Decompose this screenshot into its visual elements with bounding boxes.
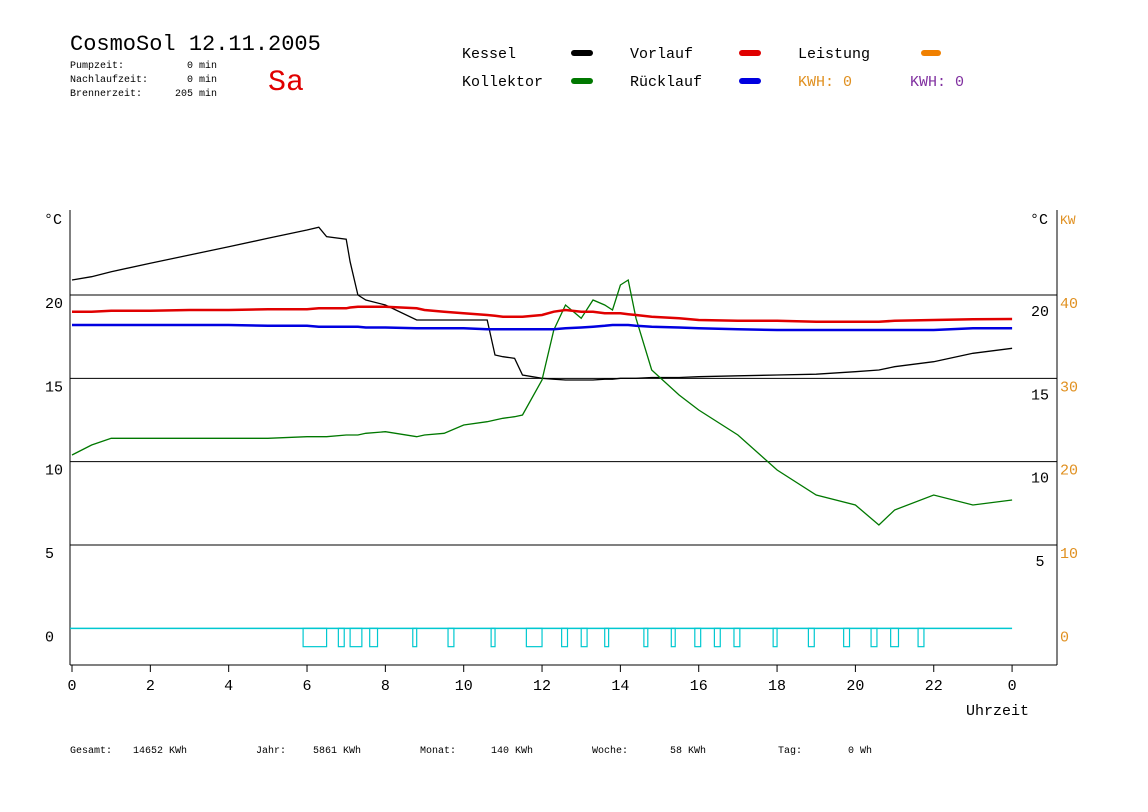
pump-pulse xyxy=(447,627,455,648)
day: Sa xyxy=(268,66,304,100)
y-tick-label: 20 xyxy=(45,296,63,313)
kwh-label: KWH: 0 xyxy=(798,74,852,91)
pump-pulse xyxy=(843,627,851,648)
footer-label: Tag: xyxy=(778,746,802,757)
stat-label: Nachlaufzeit: xyxy=(70,74,148,86)
y2-tick-label: 20 xyxy=(1060,463,1078,480)
footer-value: 5861 KWh xyxy=(313,745,361,757)
title: CosmoSol 12.11.2005 xyxy=(70,32,321,57)
y2-tick-label: 0 xyxy=(1060,629,1069,646)
pump-pulse xyxy=(713,627,721,648)
pump-pulse xyxy=(694,627,702,648)
y-tick-label-right: 20 xyxy=(1031,304,1049,321)
pump-pulse xyxy=(807,627,815,648)
legend-label: Kollektor xyxy=(462,74,543,91)
pump-pulse xyxy=(643,627,649,648)
y-tick-label-right: 15 xyxy=(1031,387,1049,404)
footer-value: 14652 KWh xyxy=(133,745,187,757)
pump-pulse xyxy=(604,627,610,648)
x-tick-label: 0 xyxy=(1008,678,1017,695)
x-tick-label: 20 xyxy=(846,678,864,695)
pump-pulse xyxy=(337,627,345,648)
kwh-label: KWH: 0 xyxy=(910,74,964,91)
x-tick-label: 22 xyxy=(925,678,943,695)
y2-tick-label: 10 xyxy=(1060,546,1078,563)
series-line xyxy=(72,323,1013,332)
y-axis-label-right: °C xyxy=(1030,212,1048,229)
y-axis-label: °C xyxy=(44,212,62,229)
pump-pulse xyxy=(369,627,379,648)
x-tick-label: 16 xyxy=(690,678,708,695)
y-tick-label: 15 xyxy=(45,379,63,396)
series-line xyxy=(71,278,1013,526)
footer-value: 140 KWh xyxy=(491,745,533,757)
pump-pulse xyxy=(733,627,741,648)
x-tick-label: 0 xyxy=(67,678,76,695)
pump-pulse xyxy=(302,627,328,648)
footer-label: Jahr: xyxy=(256,745,286,757)
series-line xyxy=(72,305,1013,323)
stat-value: 0 min xyxy=(187,60,217,72)
footer-label: Monat: xyxy=(420,746,456,757)
x-axis-label: Uhrzeit xyxy=(966,703,1029,720)
legend-label: Vorlauf xyxy=(630,46,693,63)
stat-value: 0 min xyxy=(187,74,217,86)
footer-label: Woche: xyxy=(592,745,628,757)
y-tick-label: 10 xyxy=(45,463,63,480)
y-tick-label: 5 xyxy=(45,546,54,563)
pump-pulse xyxy=(870,627,878,648)
y2-tick-label: 40 xyxy=(1060,296,1078,313)
y2-axis-label: KW xyxy=(1060,213,1076,228)
footer-label: Gesamt: xyxy=(70,746,112,757)
pump-pulse xyxy=(670,627,676,648)
pump-pulse xyxy=(525,627,543,648)
pump-pulse xyxy=(490,627,496,648)
x-tick-label: 12 xyxy=(533,678,551,695)
pump-pulse xyxy=(772,627,778,648)
x-tick-label: 4 xyxy=(224,678,233,695)
x-tick-label: 14 xyxy=(611,678,629,695)
stat-label: Pumpzeit: xyxy=(70,60,124,72)
legend-label: Leistung xyxy=(798,46,870,63)
x-tick-label: 18 xyxy=(768,678,786,695)
pump-pulse xyxy=(580,627,588,648)
series-line xyxy=(71,226,1013,381)
x-tick-label: 6 xyxy=(303,678,312,695)
y-tick-label-right: 5 xyxy=(1035,554,1044,571)
stat-label: Brennerzeit: xyxy=(70,88,142,100)
y2-tick-label: 30 xyxy=(1060,379,1078,396)
pump-pulse xyxy=(890,627,900,648)
pump-pulse xyxy=(412,627,418,648)
footer-value: 58 KWh xyxy=(670,745,706,757)
x-tick-label: 8 xyxy=(381,678,390,695)
pump-pulse xyxy=(349,627,363,648)
legend-label: Kessel xyxy=(462,46,516,63)
x-tick-label: 10 xyxy=(455,678,473,695)
pump-pulse xyxy=(561,627,569,648)
footer-value: 0 Wh xyxy=(848,745,872,757)
legend-label: Rücklauf xyxy=(630,74,702,91)
x-tick-label: 2 xyxy=(146,678,155,695)
pump-pulse xyxy=(917,627,925,648)
y-tick-label-right: 10 xyxy=(1031,471,1049,488)
stat-value: 205 min xyxy=(175,88,217,100)
y-tick-label: 0 xyxy=(45,629,54,646)
